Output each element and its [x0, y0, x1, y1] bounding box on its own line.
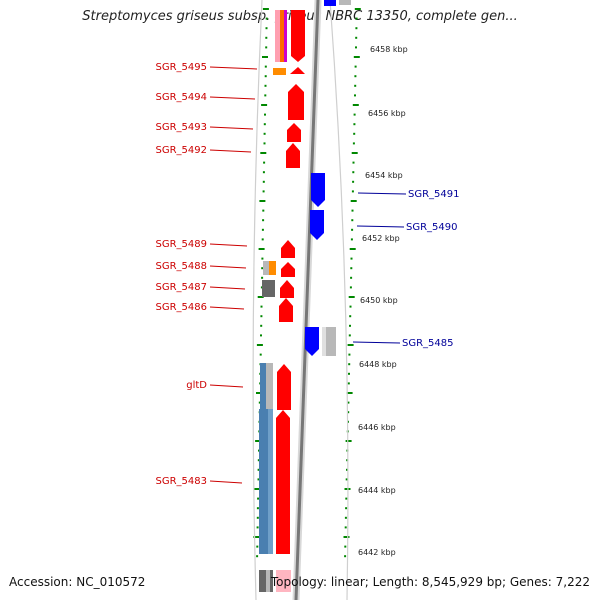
- forward-features: [259, 10, 305, 592]
- kbp-tick-label: 6450 kbp: [360, 296, 398, 305]
- rna-feature[interactable]: [269, 261, 276, 275]
- feature-block[interactable]: [276, 570, 291, 592]
- kbp-tick-label: 6454 kbp: [365, 171, 403, 180]
- gene-label-left[interactable]: SGR_5495: [156, 62, 208, 73]
- rna-feature[interactable]: [273, 68, 286, 75]
- kbp-scale: 6458 kbp 6456 kbp 6454 kbp 6452 kbp 6450 kbp…: [358, 45, 408, 557]
- gene-arrow[interactable]: [281, 240, 295, 258]
- right-gene-labels: SGR_5491 SGR_5490 SGR_5485: [352, 189, 460, 349]
- topology-summary: Topology: linear; Length: 8,545,929 bp; …: [270, 575, 590, 589]
- gene-arrow[interactable]: [291, 10, 305, 62]
- gene-label-left[interactable]: SGR_5486: [156, 302, 208, 313]
- gene-label-left[interactable]: SGR_5492: [156, 145, 208, 156]
- gene-arrow[interactable]: [276, 410, 290, 554]
- left-gene-labels: SGR_5495 SGR_5494 SGR_5493 SGR_5492 SGR_5489…: [156, 62, 258, 487]
- gene-arrow[interactable]: [290, 67, 305, 74]
- gene-label-left[interactable]: SGR_5483: [156, 476, 208, 487]
- reverse-features: [305, 0, 351, 356]
- gene-arrow[interactable]: [311, 173, 325, 207]
- gene-arrow[interactable]: [286, 143, 300, 168]
- kbp-tick-label: 6442 kbp: [358, 548, 396, 557]
- feature-block[interactable]: [266, 570, 270, 592]
- gene-arrow[interactable]: [277, 364, 291, 410]
- gene-label-left[interactable]: gltD: [186, 380, 207, 391]
- feature-block[interactable]: [260, 363, 266, 411]
- gene-arrow[interactable]: [310, 210, 324, 240]
- feature-block[interactable]: [322, 327, 326, 356]
- genome-backbone: [252, 0, 349, 600]
- accession-text: Accession: NC_010572: [9, 575, 146, 589]
- gene-label-right[interactable]: SGR_5485: [402, 338, 454, 349]
- feature-block[interactable]: [284, 10, 287, 62]
- feature-block[interactable]: [266, 363, 273, 411]
- gene-arrow[interactable]: [324, 0, 336, 6]
- gene-arrow[interactable]: [287, 123, 301, 142]
- gene-arrow[interactable]: [305, 327, 319, 356]
- feature-block[interactable]: [263, 261, 270, 275]
- gene-arrow[interactable]: [279, 298, 293, 322]
- feature-block[interactable]: [339, 0, 351, 5]
- gene-label-right[interactable]: SGR_5491: [408, 189, 460, 200]
- gene-arrow[interactable]: [281, 262, 295, 277]
- kbp-tick-label: 6456 kbp: [368, 109, 406, 118]
- gene-label-left[interactable]: SGR_5488: [156, 261, 208, 272]
- gene-label-left[interactable]: SGR_5494: [156, 92, 208, 103]
- gene-arrow[interactable]: [280, 280, 294, 298]
- gene-arrow[interactable]: [288, 84, 304, 120]
- kbp-tick-label: 6458 kbp: [370, 45, 408, 54]
- gene-label-left[interactable]: SGR_5493: [156, 122, 208, 133]
- tick-dots: [253, 8, 361, 558]
- gene-label-left[interactable]: SGR_5489: [156, 239, 208, 250]
- kbp-tick-label: 6452 kbp: [362, 234, 400, 243]
- feature-block[interactable]: [280, 10, 284, 62]
- gene-label-left[interactable]: SGR_5487: [156, 282, 208, 293]
- kbp-tick-label: 6444 kbp: [358, 486, 396, 495]
- feature-block[interactable]: [268, 409, 273, 554]
- kbp-tick-label: 6446 kbp: [358, 423, 396, 432]
- kbp-tick-label: 6448 kbp: [359, 360, 397, 369]
- feature-block[interactable]: [262, 280, 275, 297]
- gene-label-right[interactable]: SGR_5490: [406, 222, 458, 233]
